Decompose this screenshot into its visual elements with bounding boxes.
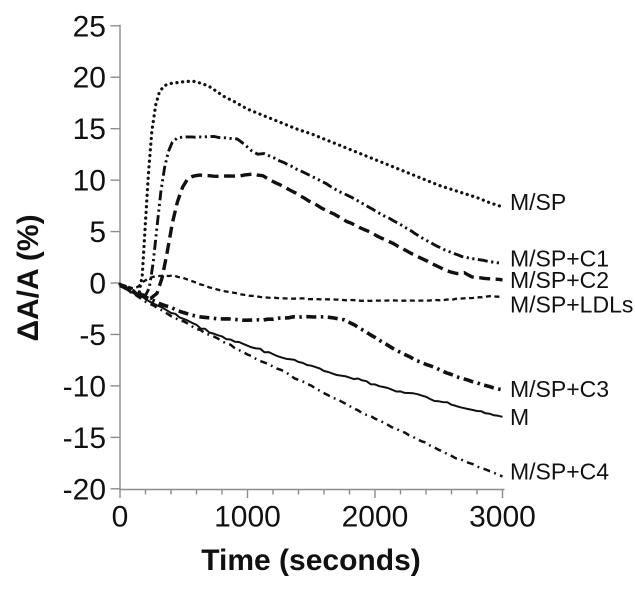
x-axis-title: Time (seconds) bbox=[201, 544, 421, 577]
y-axis-tick-label: -15 bbox=[63, 422, 106, 455]
x-axis-tick-label: 0 bbox=[112, 501, 129, 534]
series-label-m-sp-c2: M/SP+C2 bbox=[510, 267, 609, 293]
series-line-m-sp-c1 bbox=[119, 135, 503, 297]
series-label-m-sp-ldls: M/SP+LDLs bbox=[510, 291, 633, 317]
y-axis-tick-label: 20 bbox=[73, 62, 106, 95]
series-line-m-sp-c2 bbox=[119, 172, 503, 301]
series-line-m-sp-c4 bbox=[119, 285, 504, 478]
y-axis-tick-label: 5 bbox=[89, 216, 106, 249]
series-label-layer: M/SP M/SP+C1M/SP+C2M/SP+LDLs M/SP+C3M M/SP+… bbox=[510, 189, 633, 485]
y-axis-tick-label: 15 bbox=[73, 113, 106, 146]
y-axis-tick-label: 25 bbox=[73, 10, 106, 43]
series-line-m-sp bbox=[118, 79, 505, 295]
y-axis-tick-label: -10 bbox=[63, 370, 106, 403]
series-label-m-sp-c4: M/SP+C4 bbox=[510, 458, 609, 484]
y-axis-title: ΔA/A (%) bbox=[12, 214, 45, 341]
series-label-m-sp-c1: M/SP+C1 bbox=[510, 245, 609, 271]
series-label-m-sp: M/SP bbox=[510, 189, 566, 215]
x-axis-tick-label: 3000 bbox=[469, 501, 536, 534]
plot-layer bbox=[118, 79, 505, 478]
series-label-m: M bbox=[510, 404, 529, 430]
series-line-m-sp-ldls bbox=[119, 274, 503, 303]
series-line-m bbox=[119, 284, 503, 418]
series-label-m-sp-c3: M/SP+C3 bbox=[510, 376, 609, 402]
y-axis-tick-label: 10 bbox=[73, 165, 106, 198]
x-axis-tick-label: 1000 bbox=[214, 501, 281, 534]
y-axis-tick-label: -5 bbox=[79, 319, 106, 352]
x-axis-tick-label: 2000 bbox=[342, 501, 409, 534]
series-line-m-sp-c3 bbox=[119, 283, 503, 392]
y-axis-tick-label: -20 bbox=[63, 473, 106, 506]
y-axis-tick-label: 0 bbox=[89, 268, 106, 301]
